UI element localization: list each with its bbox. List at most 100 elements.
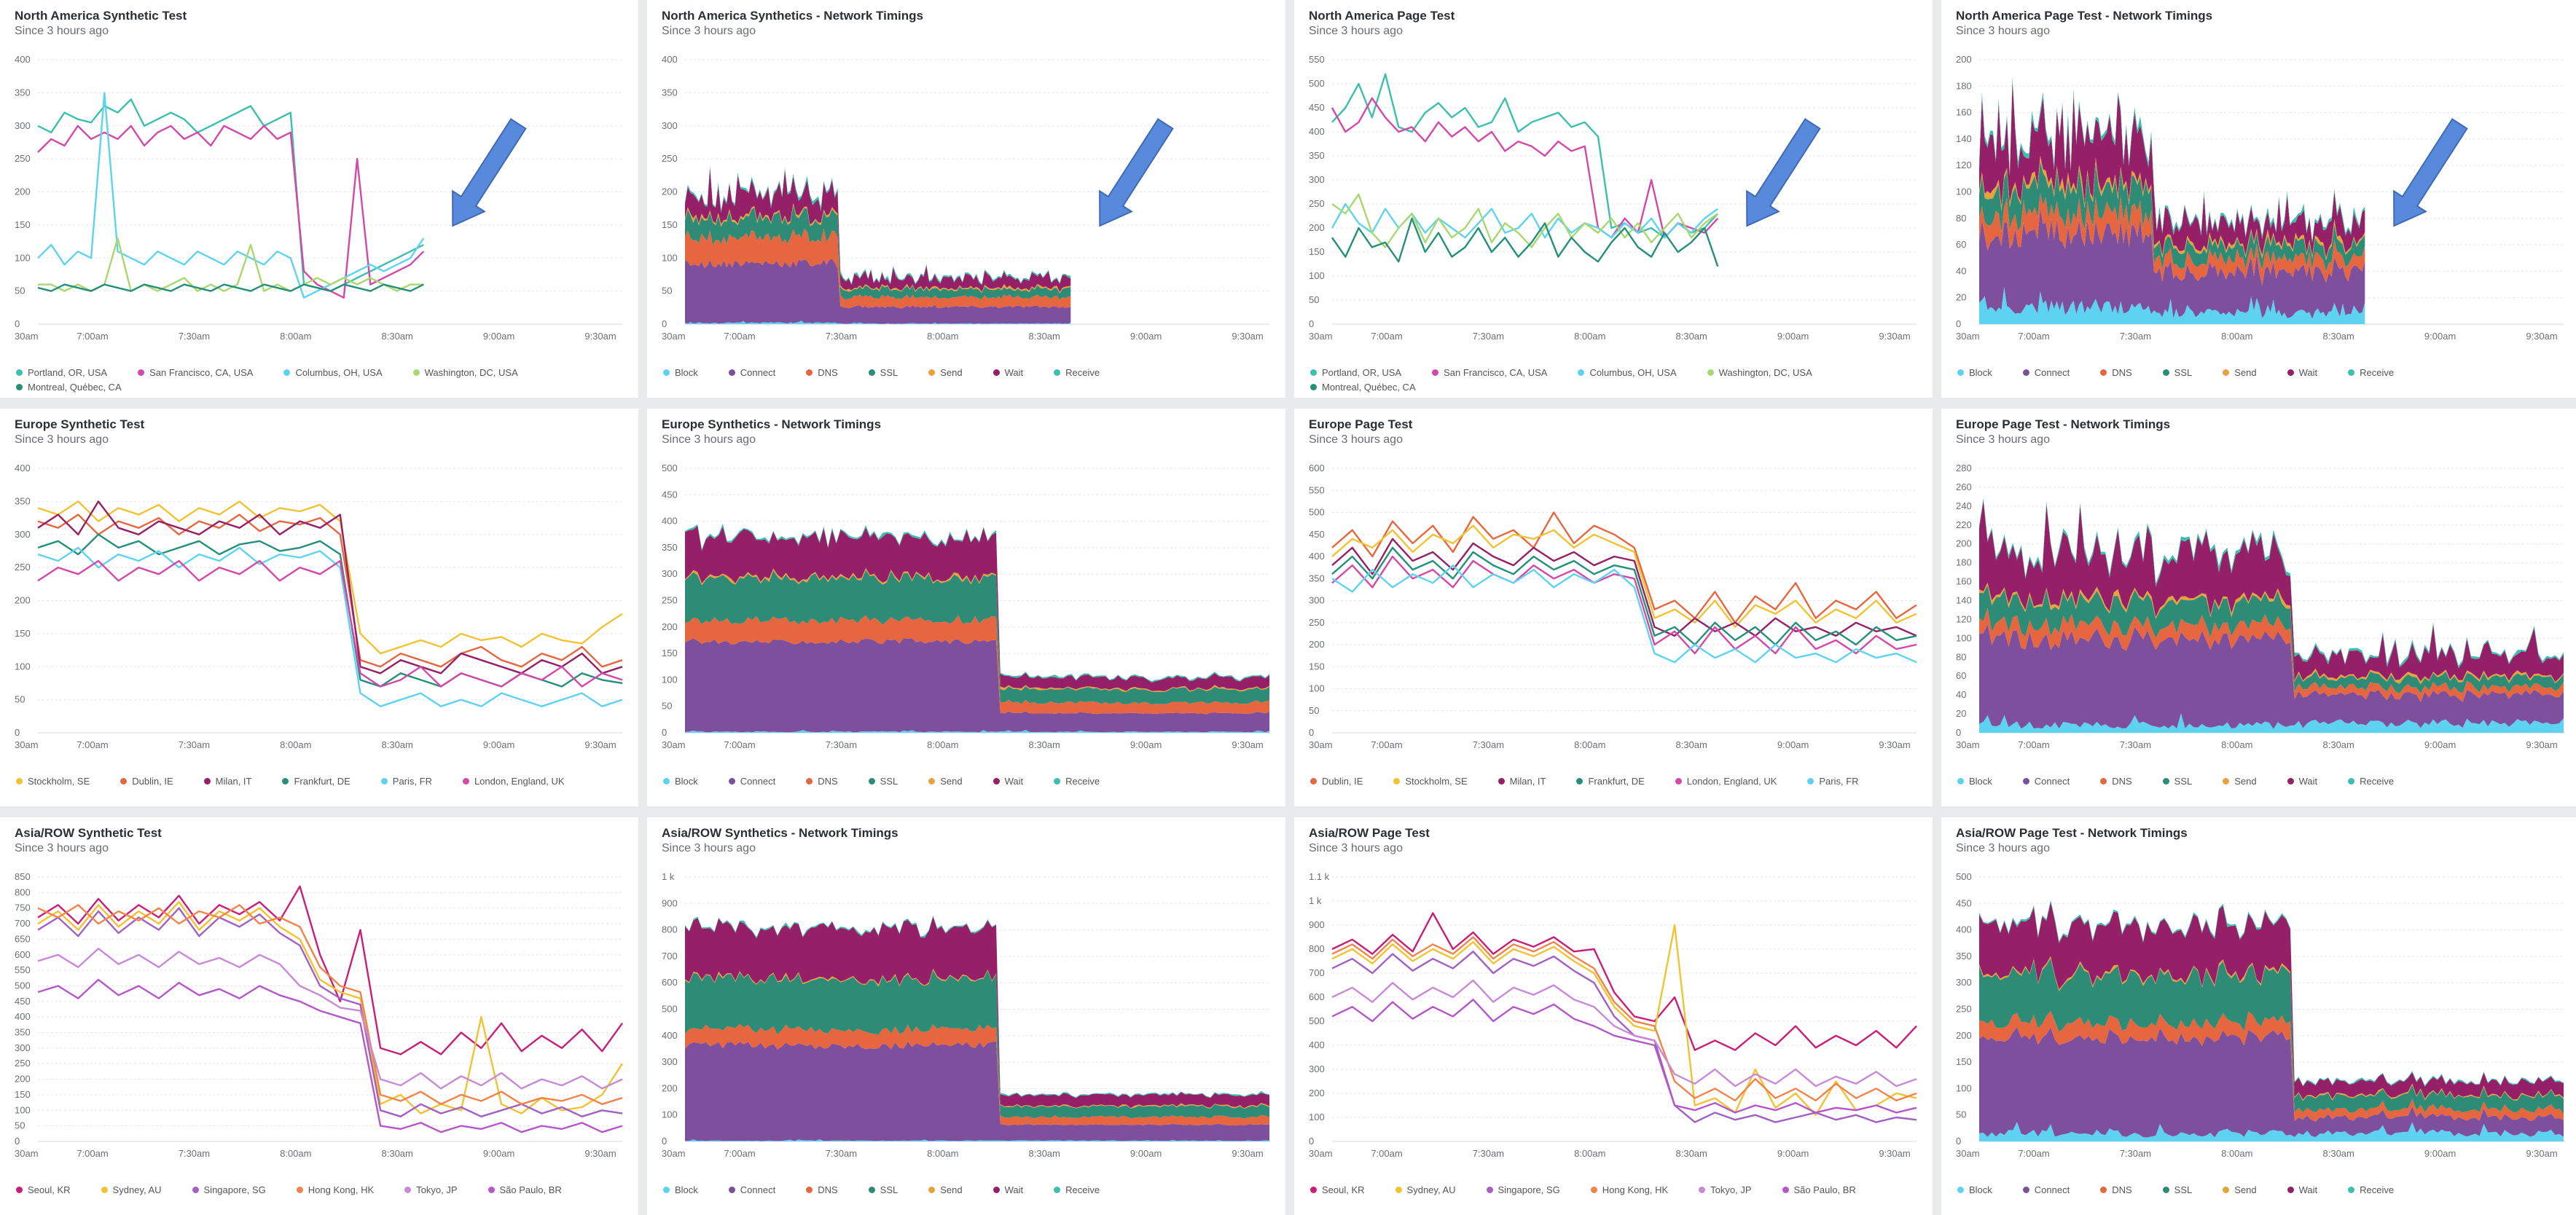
legend-item-connect[interactable]: Connect	[728, 366, 775, 380]
series-line-london-england-uk[interactable]	[37, 559, 623, 688]
series-area-block[interactable]	[1979, 1122, 2564, 1141]
legend-item-dns[interactable]: DNS	[2100, 1183, 2132, 1198]
series-area-wait[interactable]	[685, 167, 1071, 293]
series-area-dns[interactable]	[1979, 1010, 2564, 1122]
legend-item-send[interactable]: Send	[2223, 366, 2257, 380]
legend-item-paris-fr[interactable]: Paris, FR	[380, 774, 432, 789]
series-area-wait[interactable]	[1979, 500, 2564, 683]
legend-item-tokyo-jp[interactable]: Tokyo, JP	[404, 1183, 458, 1198]
legend-item-wait[interactable]: Wait	[2287, 1183, 2317, 1198]
series-area-wait[interactable]	[685, 916, 1269, 1109]
legend-item-hong-kong-hk[interactable]: Hong Kong, HK	[1590, 1183, 1668, 1198]
legend-item-frankfurt-de[interactable]: Frankfurt, DE	[282, 774, 351, 789]
series-area-ssl[interactable]	[1979, 958, 2564, 1114]
legend-item-washington-dc-usa[interactable]: Washington, DC, USA	[412, 366, 518, 380]
legend-item-singapore-sg[interactable]: Singapore, SG	[192, 1183, 266, 1198]
legend-item-dns[interactable]: DNS	[806, 774, 838, 789]
legend-item-s-o-paulo-br[interactable]: São Paulo, BR	[488, 1183, 562, 1198]
legend-item-receive[interactable]: Receive	[2348, 366, 2394, 380]
legend-item-columbus-oh-usa[interactable]: Columbus, OH, USA	[283, 366, 383, 380]
series-area-ssl[interactable]	[1979, 585, 2564, 693]
series-line-seoul-kr[interactable]	[37, 885, 623, 1055]
legend-item-dns[interactable]: DNS	[806, 366, 838, 380]
series-area-connect[interactable]	[1979, 624, 2564, 729]
legend-item-paris-fr[interactable]: Paris, FR	[1807, 774, 1859, 789]
series-line-hong-kong-hk[interactable]	[1331, 936, 1917, 1102]
legend-item-dublin-ie[interactable]: Dublin, IE	[120, 774, 173, 789]
legend-item-receive[interactable]: Receive	[1054, 774, 1100, 789]
panel-asia-row-page-test-network-timings[interactable]: Asia/ROW Page Test - Network Timings Sinc…	[1941, 817, 2576, 1215]
legend-item-ssl[interactable]: SSL	[2162, 774, 2192, 789]
legend-item-receive[interactable]: Receive	[1054, 1183, 1100, 1198]
legend-item-block[interactable]: Block	[663, 1183, 698, 1198]
series-line-milan-it[interactable]	[1331, 538, 1917, 637]
series-line-dublin-ie[interactable]	[1331, 511, 1917, 624]
legend-item-san-francisco-ca-usa[interactable]: San Francisco, CA, USA	[138, 366, 253, 380]
legend-item-dublin-ie[interactable]: Dublin, IE	[1310, 774, 1363, 789]
series-area-wait[interactable]	[685, 525, 1269, 691]
series-area-ssl[interactable]	[685, 205, 1071, 300]
legend-item-s-o-paulo-br[interactable]: São Paulo, BR	[1782, 1183, 1856, 1198]
series-line-s-o-paulo-br[interactable]	[37, 978, 623, 1133]
series-line-milan-it[interactable]	[37, 500, 623, 675]
legend-item-send[interactable]: Send	[2223, 774, 2257, 789]
series-line-stockholm-se[interactable]	[37, 500, 623, 655]
panel-europe-synthetic-test[interactable]: Europe Synthetic Test Since 3 hours ago 0 5…	[0, 409, 638, 806]
series-line-san-francisco-ca-usa[interactable]	[37, 125, 425, 299]
panel-asia-row-synthetic-test[interactable]: Asia/ROW Synthetic Test Since 3 hours ago…	[0, 817, 638, 1215]
legend-item-columbus-oh-usa[interactable]: Columbus, OH, USA	[1578, 366, 1677, 380]
series-line-dublin-ie[interactable]	[37, 514, 623, 668]
legend-item-block[interactable]: Block	[663, 774, 698, 789]
panel-north-america-page-test[interactable]: North America Page Test Since 3 hours ago…	[1294, 0, 1933, 398]
series-area-block[interactable]	[1979, 286, 2365, 324]
legend-item-sydney-au[interactable]: Sydney, AU	[101, 1183, 162, 1198]
series-line-tokyo-jp[interactable]	[1331, 979, 1917, 1088]
legend-item-portland-or-usa[interactable]: Portland, OR, USA	[16, 366, 107, 380]
series-line-sydney-au[interactable]	[1331, 924, 1917, 1116]
legend-item-receive[interactable]: Receive	[2348, 774, 2394, 789]
series-line-s-o-paulo-br[interactable]	[1331, 999, 1917, 1114]
series-line-portland-or-usa[interactable]	[37, 98, 424, 292]
legend-item-london-england-uk[interactable]: London, England, UK	[462, 774, 565, 789]
series-area-connect[interactable]	[1979, 1027, 2564, 1138]
panel-north-america-page-test-network-timings[interactable]: North America Page Test - Network Timing…	[1941, 0, 2576, 398]
series-area-dns[interactable]	[685, 1023, 1269, 1126]
legend-item-connect[interactable]: Connect	[2022, 774, 2070, 789]
series-line-montreal-qu-bec-ca[interactable]	[1331, 217, 1719, 267]
legend-item-london-england-uk[interactable]: London, England, UK	[1675, 774, 1777, 789]
legend-item-wait[interactable]: Wait	[993, 366, 1023, 380]
series-line-singapore-sg[interactable]	[37, 907, 623, 1117]
legend-item-sydney-au[interactable]: Sydney, AU	[1395, 1183, 1456, 1198]
legend-item-ssl[interactable]: SSL	[868, 366, 898, 380]
legend-item-dns[interactable]: DNS	[2100, 774, 2132, 789]
legend-item-singapore-sg[interactable]: Singapore, SG	[1486, 1183, 1560, 1198]
panel-asia-row-synthetics-network-timings[interactable]: Asia/ROW Synthetics - Network Timings Sin…	[647, 817, 1285, 1215]
legend-item-seoul-kr[interactable]: Seoul, KR	[1310, 1183, 1365, 1198]
series-area-dns[interactable]	[1979, 193, 2365, 286]
legend-item-stockholm-se[interactable]: Stockholm, SE	[16, 774, 90, 789]
series-line-washington-dc-usa[interactable]	[1331, 193, 1719, 248]
panel-north-america-synthetics-network-timings[interactable]: North America Synthetics - Network Timin…	[647, 0, 1285, 398]
legend-item-ssl[interactable]: SSL	[868, 774, 898, 789]
legend-item-connect[interactable]: Connect	[728, 1183, 775, 1198]
series-line-portland-or-usa[interactable]	[1331, 73, 1719, 239]
series-line-tokyo-jp[interactable]	[37, 947, 623, 1090]
series-line-paris-fr[interactable]	[37, 546, 623, 707]
legend-item-wait[interactable]: Wait	[993, 1183, 1023, 1198]
series-line-paris-fr[interactable]	[1331, 564, 1917, 664]
legend-item-connect[interactable]: Connect	[2022, 366, 2070, 380]
legend-item-wait[interactable]: Wait	[2287, 366, 2317, 380]
panel-asia-row-page-test[interactable]: Asia/ROW Page Test Since 3 hours ago 0 100 2…	[1294, 817, 1933, 1215]
legend-item-montreal-qu-bec-ca[interactable]: Montreal, Québec, CA	[1310, 380, 1416, 395]
legend-item-stockholm-se[interactable]: Stockholm, SE	[1393, 774, 1468, 789]
panel-north-america-synthetic-test[interactable]: North America Synthetic Test Since 3 hour…	[0, 0, 638, 398]
legend-item-montreal-qu-bec-ca[interactable]: Montreal, Québec, CA	[16, 380, 122, 395]
series-line-london-england-uk[interactable]	[1331, 555, 1917, 655]
series-area-wait[interactable]	[1979, 902, 2564, 1100]
legend-item-connect[interactable]: Connect	[728, 774, 775, 789]
legend-item-block[interactable]: Block	[1957, 1183, 1992, 1198]
legend-item-send[interactable]: Send	[928, 774, 963, 789]
legend-item-dns[interactable]: DNS	[806, 1183, 838, 1198]
panel-europe-page-test-network-timings[interactable]: Europe Page Test - Network Timings Since …	[1941, 409, 2576, 806]
legend-item-portland-or-usa[interactable]: Portland, OR, USA	[1310, 366, 1401, 380]
